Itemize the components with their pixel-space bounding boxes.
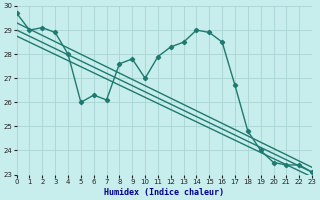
X-axis label: Humidex (Indice chaleur): Humidex (Indice chaleur): [104, 188, 224, 197]
